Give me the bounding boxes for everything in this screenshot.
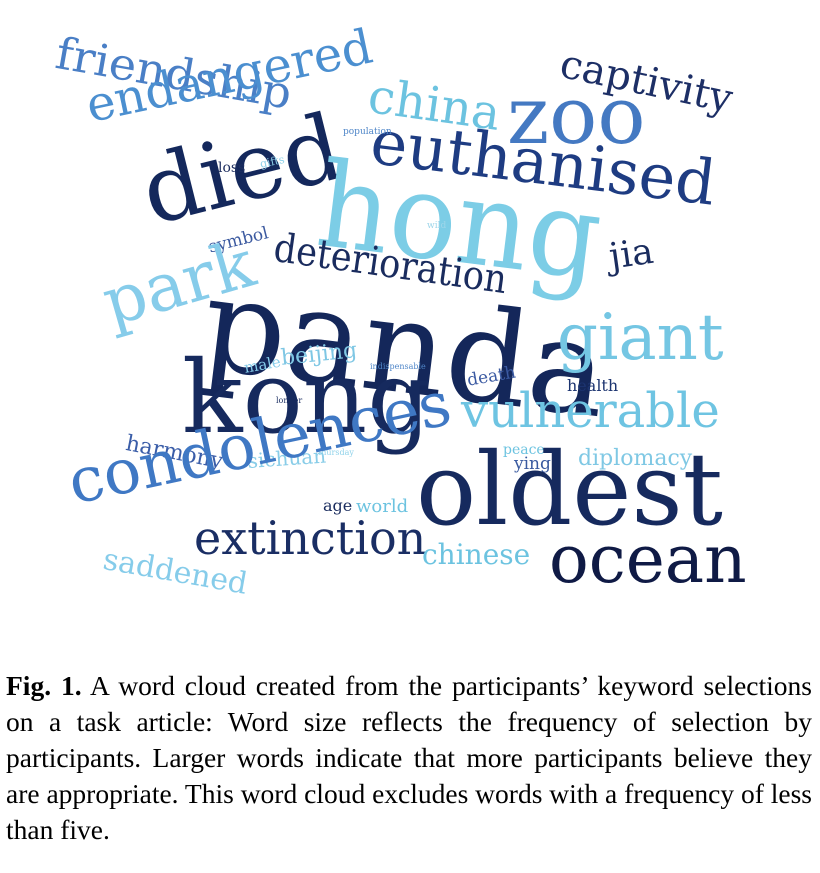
word-health: health — [567, 376, 619, 395]
word-longer: longer — [276, 396, 303, 405]
word-giant: giant — [557, 301, 724, 375]
word-ying: ying — [514, 454, 551, 474]
word-vulnerable: vulnerable — [461, 383, 720, 439]
word-peace: peace — [503, 442, 545, 458]
word-wild: wild — [427, 221, 447, 231]
word-diplomacy: diplomacy — [578, 446, 693, 471]
word-zoo: zoo — [507, 69, 646, 162]
figure-caption: Fig. 1. A word cloud created from the pa… — [6, 668, 812, 848]
word-world: world — [356, 496, 409, 517]
word-oldest: oldest — [416, 431, 723, 548]
word-population: population — [343, 127, 392, 137]
figure-label: Fig. 1. — [6, 670, 82, 701]
word-indispensable: indispensable — [370, 362, 426, 371]
word-extinction: extinction — [194, 511, 427, 565]
word-thursday: thursday — [318, 448, 354, 457]
word-kong: kong — [182, 339, 432, 456]
word-chinese: chinese — [422, 538, 531, 571]
word-cloud: friendship captivity endangered china zoo eut… — [52, 19, 747, 602]
word-jia: jia — [606, 230, 656, 278]
figure-caption-text: A word cloud created from the participan… — [6, 670, 812, 845]
word-loss: loss — [218, 160, 246, 176]
word-age: age — [323, 496, 353, 515]
word-ocean: ocean — [549, 521, 747, 598]
